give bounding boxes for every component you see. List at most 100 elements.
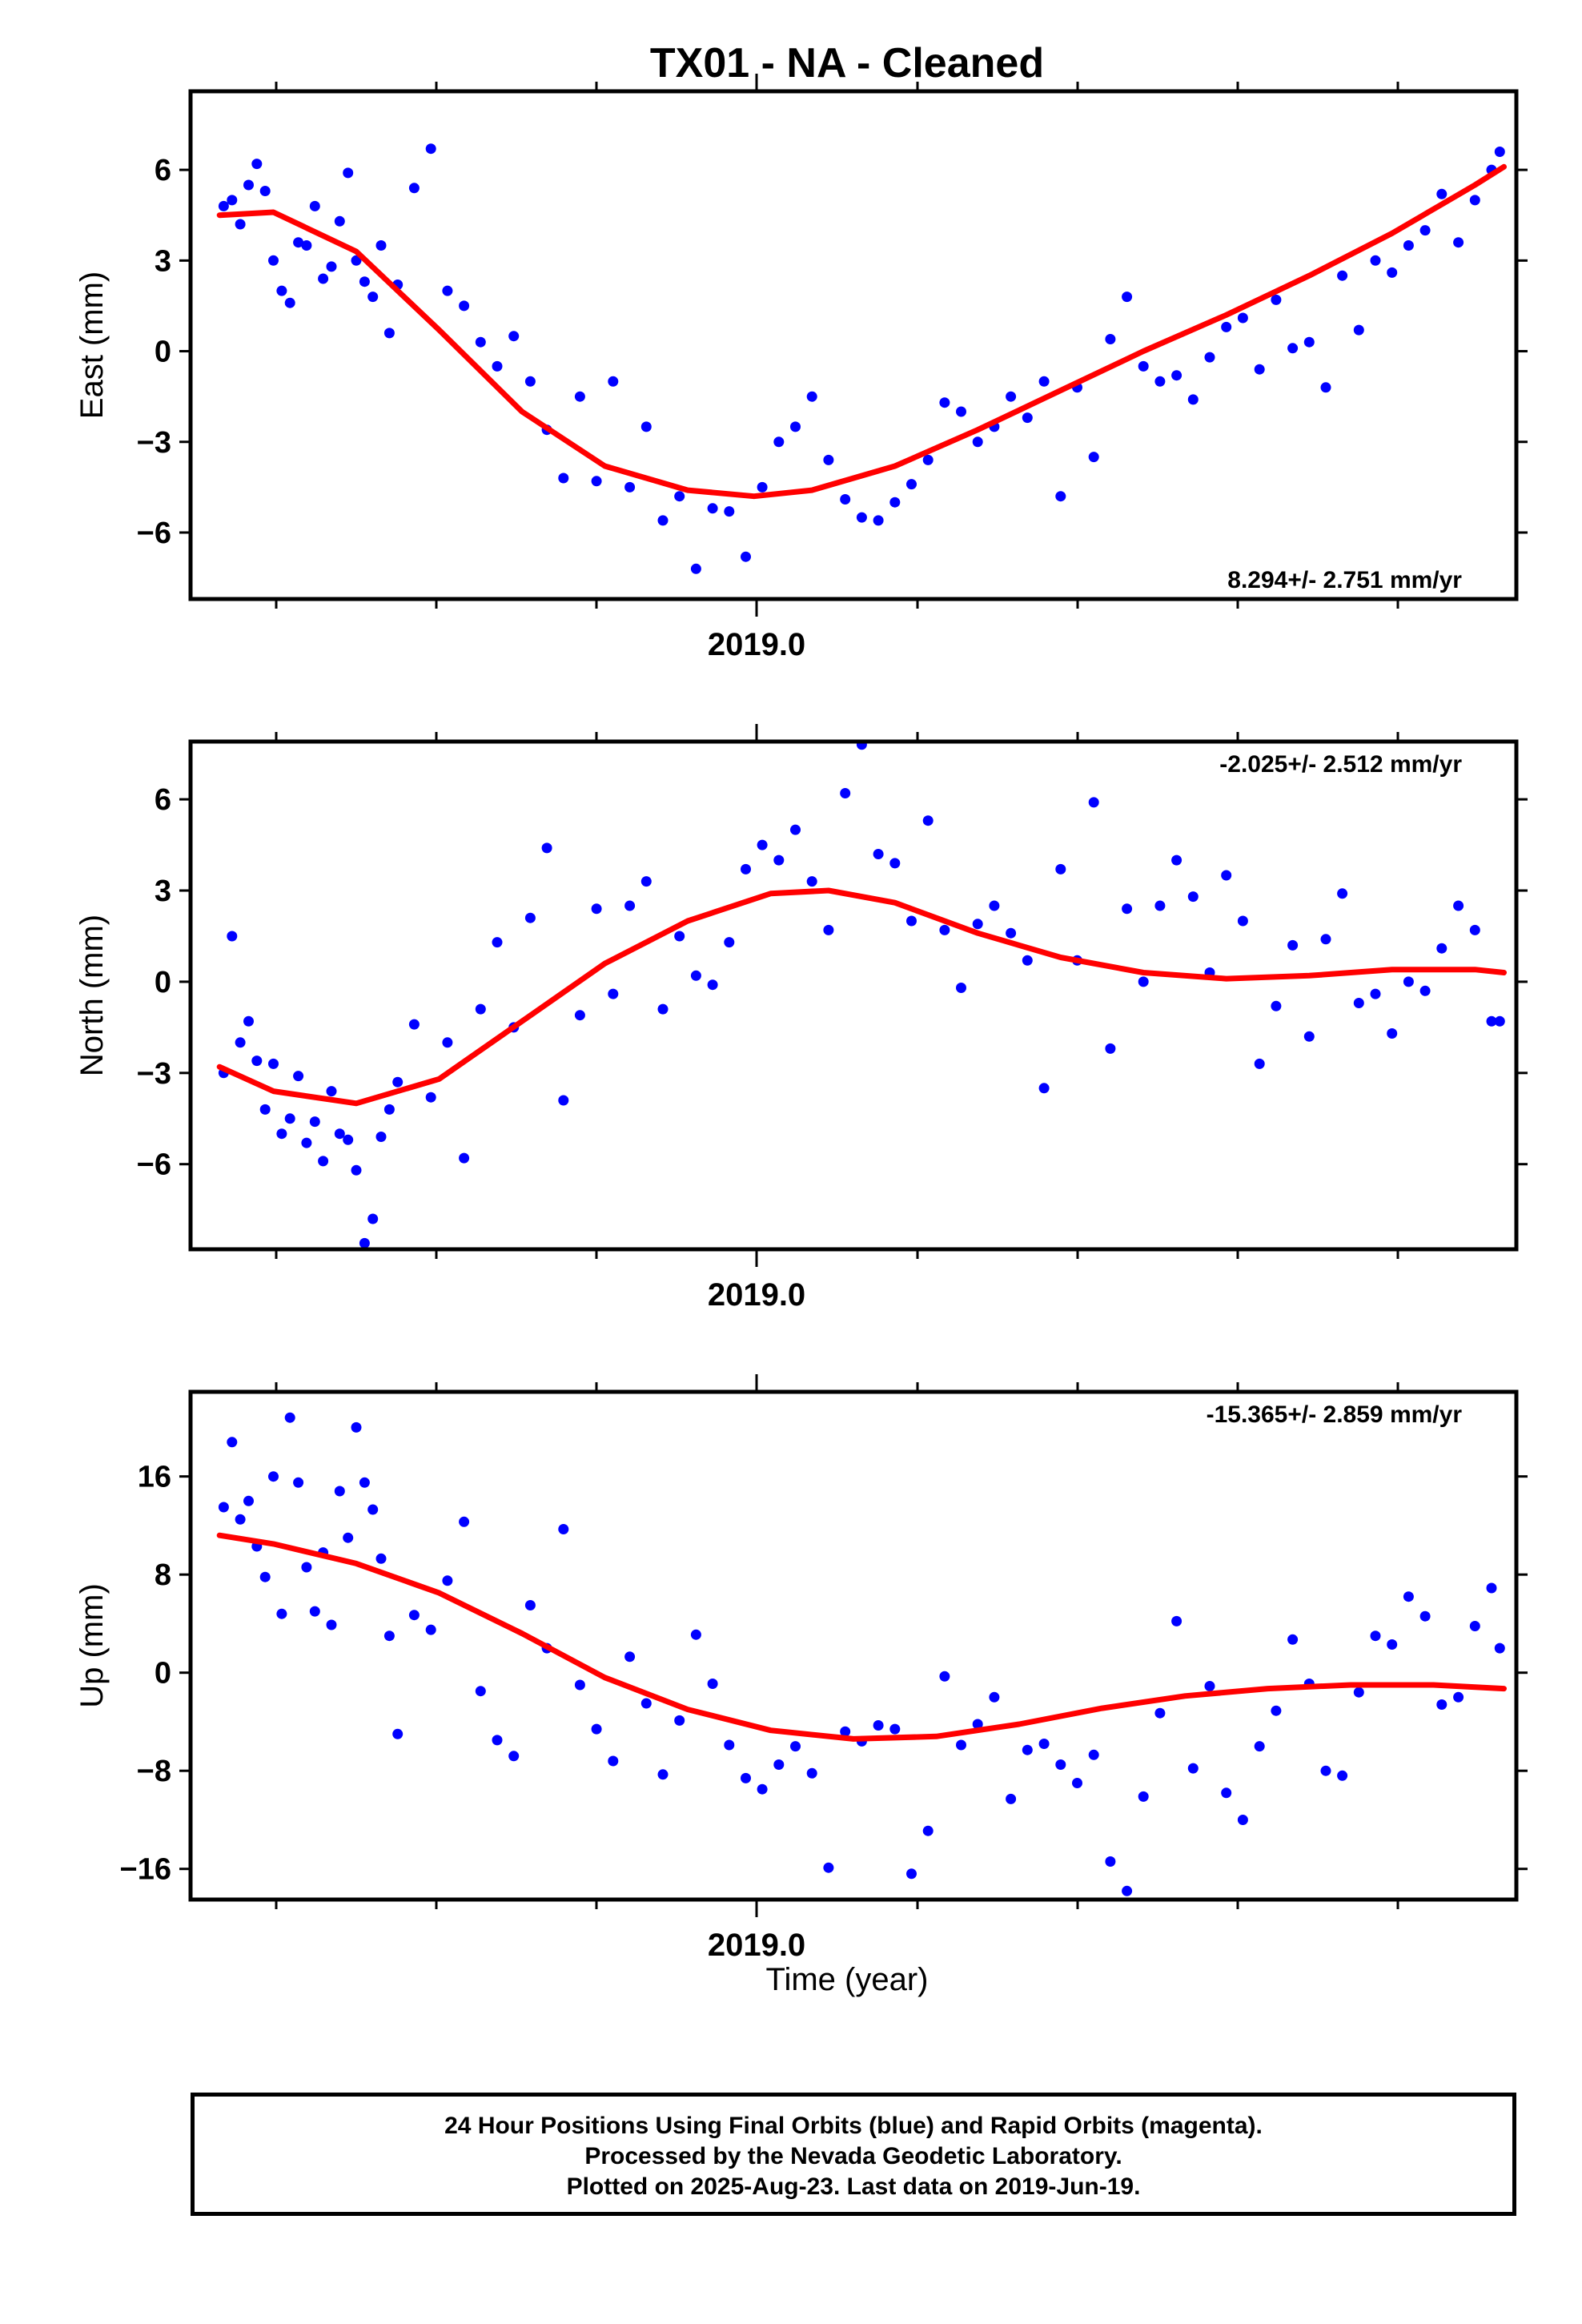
north-y-tick-label: 3 [155,875,171,908]
east-data-point [259,186,271,196]
up-data-point [1287,1634,1299,1645]
north-data-point [574,1010,585,1021]
east-data-point [383,328,395,339]
up-data-point [1419,1610,1431,1622]
up-data-point [806,1767,817,1779]
north-data-point [640,876,652,887]
up-data-point [1353,1687,1364,1698]
up-data-point [1171,1615,1182,1626]
north-data-point [309,1116,320,1128]
north-data-point [359,1237,370,1248]
north-data-point [806,876,817,887]
east-data-point [318,273,329,284]
chart-title: TX01 - NA - Cleaned [650,40,1044,86]
up-data-point [873,1720,884,1731]
up-y-tick-label: 16 [138,1461,171,1494]
up-x-tick-label: 2019.0 [708,1928,805,1963]
east-data-point [790,421,801,432]
east-data-point [956,406,966,417]
up-data-point [707,1679,718,1689]
east-data-point [1154,376,1166,387]
north-data-point [856,742,867,750]
east-data-point [707,503,718,514]
east-data-point [508,331,520,342]
east-data-point [690,563,701,574]
up-data-point [1469,1621,1480,1631]
north-data-point [268,1058,279,1069]
east-y-tick-label: 3 [155,244,171,278]
north-data-point [1271,1000,1282,1011]
north-data-point [558,1095,569,1106]
north-data-point [1237,915,1248,927]
east-data-point [1204,352,1215,363]
north-data-point [972,919,983,930]
up-data-point [939,1671,950,1682]
north-data-point [541,842,552,854]
up-data-point [1154,1707,1166,1719]
east-data-point [524,376,536,387]
north-data-point [1187,891,1199,903]
east-rate-label: 8.294+/- 2.751 mm/yr [1227,567,1462,593]
north-y-axis-label: North (mm) [74,915,110,1076]
north-data-point [475,1003,486,1015]
up-y-tick-label: 0 [155,1657,171,1691]
east-data-point [674,491,685,502]
east-data-point [1387,267,1398,278]
north-y-tick-label: 6 [155,783,171,817]
up-data-point [724,1739,735,1751]
up-data-point [351,1421,362,1433]
east-data-point [1221,321,1232,332]
up-data-point [301,1562,312,1573]
up-data-point [408,1610,420,1621]
north-data-point [251,1055,263,1067]
up-data-point [889,1723,901,1735]
north-data-point [235,1037,246,1048]
east-data-point [840,494,851,505]
north-rate-label: -2.025+/- 2.512 mm/yr [1219,751,1462,778]
north-x-tick-label: 2019.0 [708,1277,805,1313]
north-data-point [442,1037,453,1048]
north-data-point [1122,903,1133,915]
east-data-point [591,476,602,487]
up-data-point [334,1486,345,1497]
up-data-point [259,1571,271,1582]
east-data-point [1105,334,1116,344]
up-data-point [1088,1749,1099,1760]
north-data-point [492,937,503,948]
up-data-point [276,1608,287,1619]
east-data-point [856,512,867,523]
north-data-point [591,903,602,915]
east-data-point [459,300,470,312]
north-data-point [459,1152,470,1164]
east-x-tick-label: 2019.0 [708,627,805,662]
up-data-point [359,1477,370,1488]
east-data-point [218,200,229,211]
east-data-point [367,292,379,303]
east-data-point [1271,294,1282,305]
up-data-point [1204,1681,1215,1691]
north-data-point [1055,863,1066,875]
east-data-point [276,285,287,296]
up-data-point [757,1783,768,1795]
east-data-point [906,479,917,490]
north-data-point [1254,1058,1265,1069]
east-data-point [284,297,295,308]
east-data-point [359,276,370,287]
up-data-point [383,1630,395,1642]
north-data-point [1436,943,1447,954]
up-data-point [227,1437,238,1448]
north-data-point [1337,888,1348,899]
east-data-point [309,200,320,211]
north-data-point [343,1134,354,1145]
up-data-point [1022,1744,1033,1755]
up-data-point [1387,1639,1398,1650]
up-data-point [790,1741,801,1752]
north-data-point [1154,900,1166,911]
east-data-point [1419,225,1431,236]
north-data-point [1370,988,1381,999]
north-data-point [1494,1015,1505,1027]
east-data-point [1453,237,1464,248]
east-data-point [773,436,785,448]
up-data-point [375,1553,387,1564]
